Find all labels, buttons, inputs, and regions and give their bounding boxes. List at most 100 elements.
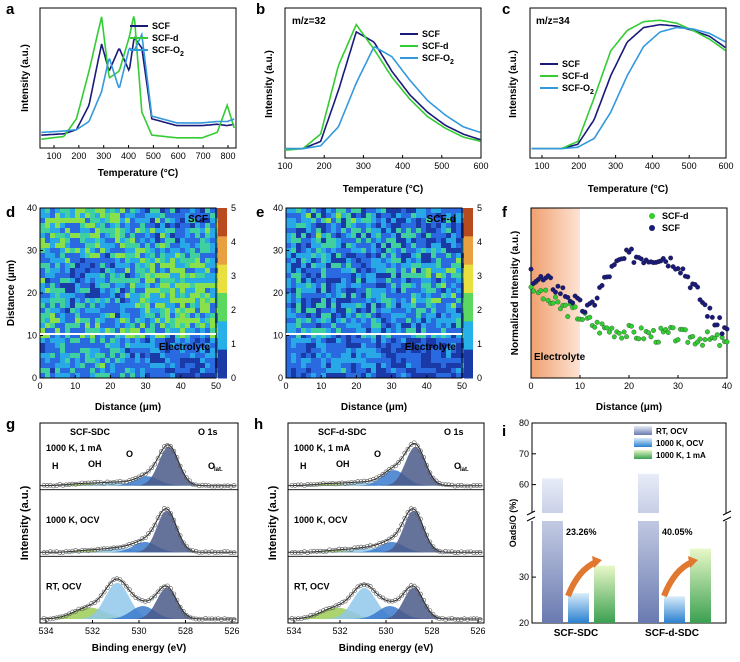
xps-data-point: [418, 448, 423, 454]
heatmap-cell: [160, 303, 165, 308]
species-label: OH: [336, 459, 350, 469]
xps-data-point: [389, 598, 395, 604]
heatmap-cell: [321, 243, 326, 248]
heatmap-cell: [406, 323, 411, 328]
scatter-point-scf: [707, 305, 713, 311]
heatmap-cell: [50, 328, 55, 333]
heatmap-cell: [60, 213, 65, 218]
heatmap-cell: [90, 218, 95, 223]
heatmap-cell: [371, 298, 376, 303]
heatmap-cell: [311, 273, 316, 278]
heatmap-cell: [336, 253, 341, 258]
heatmap-cell: [185, 343, 190, 348]
heatmap-cell: [40, 263, 45, 268]
heatmap-cell: [185, 313, 190, 318]
bar-annotation: 40.05%: [662, 527, 693, 537]
heatmap-cell: [401, 263, 406, 268]
heatmap-cell: [90, 268, 95, 273]
heatmap-cell: [135, 253, 140, 258]
heatmap-cell: [371, 208, 376, 213]
xps-data-point: [330, 605, 335, 611]
heatmap-cell: [200, 263, 205, 268]
heatmap-cell: [50, 228, 55, 233]
heatmap-cell: [306, 328, 311, 333]
heatmap-cell: [446, 273, 451, 278]
scatter-point-scf-d: [587, 314, 593, 320]
heatmap-cell: [376, 298, 381, 303]
xps-data-point: [358, 544, 364, 550]
heatmap-cell: [210, 323, 215, 328]
heatmap-cell: [185, 278, 190, 283]
heatmap-cell: [205, 228, 210, 233]
heatmap-cell: [105, 363, 110, 368]
heatmap-cell: [356, 283, 361, 288]
heatmap-cell: [150, 218, 155, 223]
heatmap-cell: [165, 363, 170, 368]
xps-data-point: [162, 584, 167, 590]
heatmap-cell: [200, 368, 205, 373]
heatmap-cell: [180, 333, 185, 338]
heatmap-cell: [80, 333, 85, 338]
heatmap-cell: [145, 213, 150, 218]
heatmap-cell: [60, 243, 65, 248]
heatmap-cell: [381, 248, 386, 253]
heatmap-cell: [125, 308, 130, 313]
xps-row-label: 1000 K, OCV: [46, 515, 100, 525]
x-tick-label: 600: [473, 161, 488, 171]
heatmap-cell: [210, 293, 215, 298]
heatmap-cell: [70, 288, 75, 293]
heatmap-cell: [391, 293, 396, 298]
heatmap-cell: [386, 218, 391, 223]
heatmap-cell: [40, 218, 45, 223]
xps-data-point: [101, 480, 107, 486]
heatmap-cell: [446, 338, 451, 343]
heatmap-cell: [426, 338, 431, 343]
xps-data-point: [70, 609, 75, 615]
scatter-point-scf: [695, 284, 701, 290]
heatmap-cell: [341, 213, 346, 218]
heatmap-cell: [65, 238, 70, 243]
heatmap-cell: [396, 368, 401, 373]
scatter-point-scf-d: [670, 325, 676, 331]
heatmap-cell: [100, 248, 105, 253]
heatmap-cell: [180, 303, 185, 308]
heatmap-cell: [381, 273, 386, 278]
xps-data-point: [152, 461, 158, 467]
heatmap-cell: [165, 313, 170, 318]
heatmap-cell: [426, 313, 431, 318]
scatter-point-scf-d: [702, 337, 708, 343]
heatmap-cell: [185, 288, 190, 293]
xps-data-point: [299, 482, 304, 488]
heatmap-cell: [200, 218, 205, 223]
heatmap-cell: [55, 223, 60, 228]
heatmap-cell: [205, 263, 210, 268]
heatmap-cell: [135, 288, 140, 293]
heatmap-cell: [120, 318, 125, 323]
heatmap-cell: [306, 368, 311, 373]
heatmap-cell: [351, 358, 356, 363]
heatmap-cell: [381, 258, 386, 263]
heatmap-cell: [200, 223, 205, 228]
heatmap-cell: [446, 353, 451, 358]
heatmap-cell: [125, 288, 130, 293]
heatmap-cell: [431, 348, 436, 353]
heatmap-cell: [170, 218, 175, 223]
heatmap-cell: [361, 363, 366, 368]
heatmap-cell: [416, 333, 421, 338]
heatmap-cell: [135, 298, 140, 303]
heatmap-cell: [125, 358, 130, 363]
heatmap-cell: [411, 213, 416, 218]
heatmap-cell: [130, 343, 135, 348]
heatmap-cell: [210, 218, 215, 223]
xps-data-point: [433, 478, 439, 484]
heatmap-cell: [331, 248, 336, 253]
heatmap-cell: [165, 353, 170, 358]
heatmap-cell: [125, 263, 130, 268]
heatmap-cell: [391, 248, 396, 253]
heatmap-cell: [291, 323, 296, 328]
xps-data-point: [149, 595, 154, 601]
heatmap-cell: [215, 323, 220, 328]
heatmap-cell: [50, 278, 55, 283]
heatmap-cell: [361, 353, 366, 358]
xps-data-point: [424, 604, 430, 609]
